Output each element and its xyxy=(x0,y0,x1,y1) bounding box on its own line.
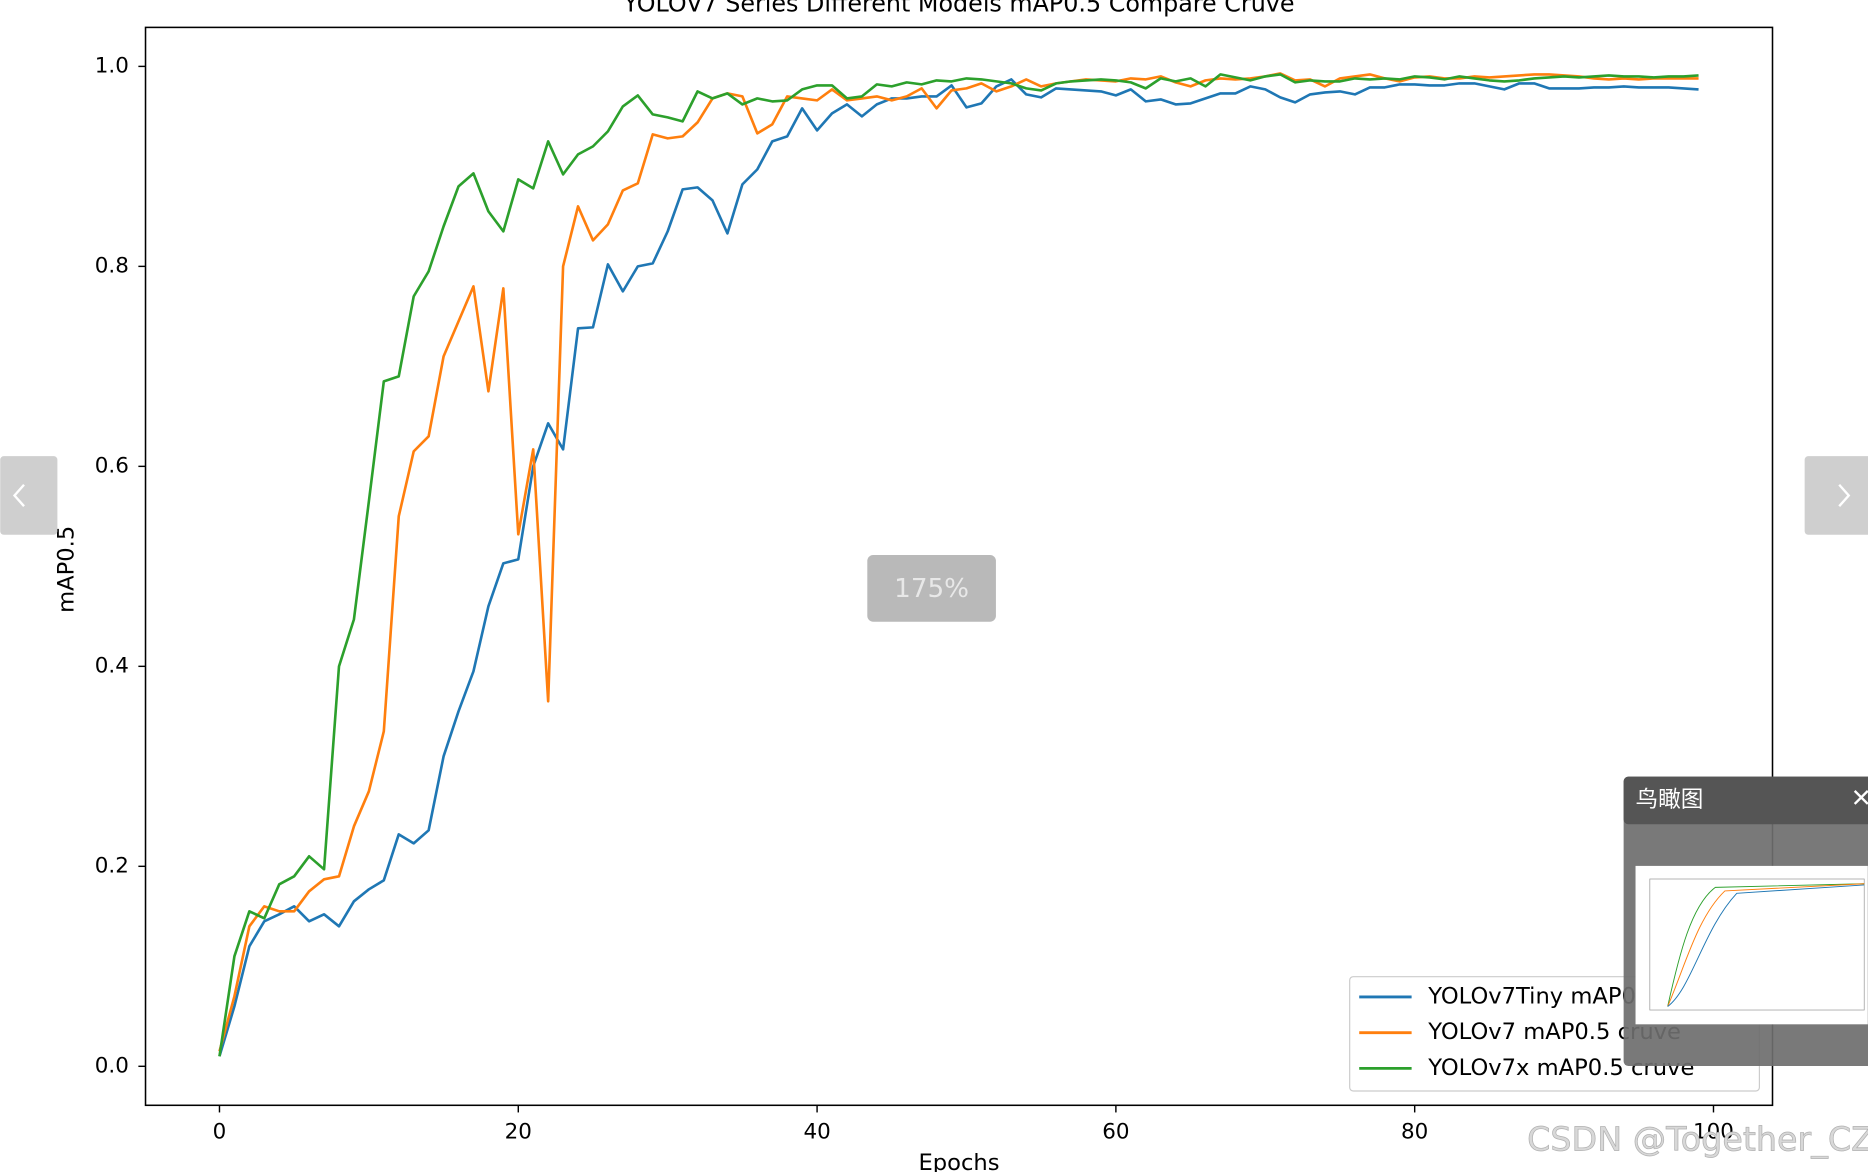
data-line xyxy=(218,73,1699,1057)
y-tick-label: 0.6 xyxy=(95,453,129,478)
x-tick-label: 80 xyxy=(1401,1120,1428,1145)
next-button[interactable] xyxy=(1804,456,1868,535)
thumbnail-curve xyxy=(1667,883,1865,1007)
x-tick-label: 60 xyxy=(1102,1120,1129,1145)
zoom-indicator xyxy=(867,555,996,622)
next-icon xyxy=(1838,483,1851,507)
overview-close[interactable] xyxy=(1853,790,1868,805)
zoom-text: 175% xyxy=(894,574,969,604)
y-tick-label: 0.4 xyxy=(95,653,129,678)
watermark: CSDN @Together_CZ xyxy=(1527,1120,1868,1159)
overview-header xyxy=(1623,776,1868,825)
thumbnail-curve xyxy=(1667,884,1865,1007)
plot-frame xyxy=(144,26,1774,1107)
prev-icon xyxy=(12,483,25,507)
y-tick-label: 1.0 xyxy=(95,53,129,78)
viewer-ui: CSDN @Together_CZ 鸟瞰图 175% xyxy=(0,456,1868,1159)
thumbnail-curve xyxy=(1667,883,1865,1007)
x-tick-label: 100 xyxy=(1693,1120,1734,1145)
prev-button[interactable] xyxy=(0,456,58,535)
y-tick-label: 0.0 xyxy=(95,1053,129,1078)
x-axis-label: Epochs xyxy=(918,1150,999,1172)
x-tick-label: 40 xyxy=(803,1120,830,1145)
thumbnail-frame xyxy=(1649,878,1865,1011)
y-tick-label: 0.8 xyxy=(95,253,129,278)
x-tick-label: 20 xyxy=(505,1120,532,1145)
y-axis-label: mAP0.5 xyxy=(53,526,79,613)
y-tick-label: 0.2 xyxy=(95,853,129,878)
x-tick-label: 0 xyxy=(213,1120,227,1145)
overview-panel: 鸟瞰图 xyxy=(1623,776,1868,1066)
chart-title: YOLOV7 Series Different Models mAP0.5 Co… xyxy=(622,0,1294,17)
overview-title: 鸟瞰图 xyxy=(1636,787,1704,813)
data-line xyxy=(218,78,1699,1057)
